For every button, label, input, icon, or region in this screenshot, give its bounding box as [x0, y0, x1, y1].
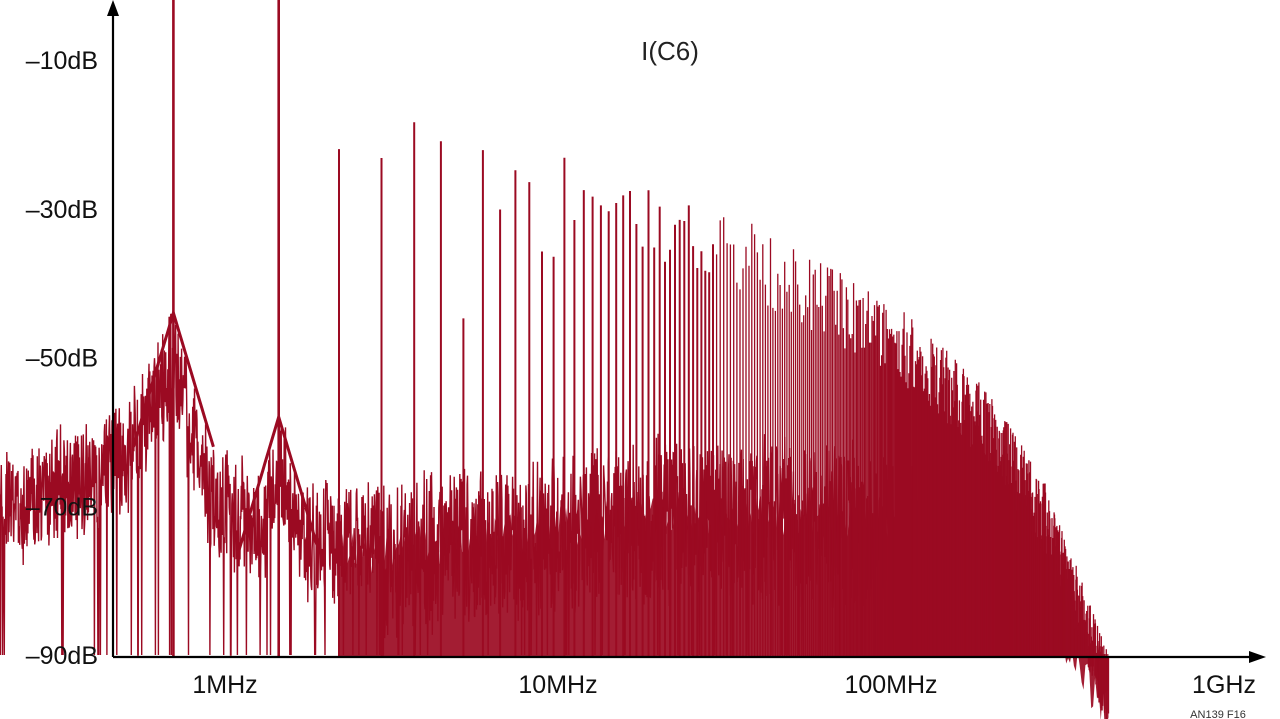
trace-label: I(C6) — [641, 36, 699, 66]
y-tick-label: –10dB — [26, 47, 98, 75]
y-tick-label: –30dB — [26, 196, 98, 224]
x-tick-labels: 1MHz 10MHz 100MHz 1GHz — [192, 671, 1256, 699]
resonance-bump — [237, 411, 321, 552]
x-tick-label: 1MHz — [192, 671, 257, 699]
figure-id: AN139 F16 — [1190, 709, 1246, 719]
x-tick-label: 10MHz — [518, 671, 597, 699]
y-tick-label: –70dB — [26, 493, 98, 521]
axes — [107, 0, 1266, 663]
y-tick-label: –90dB — [26, 642, 98, 670]
x-tick-label: 100MHz — [844, 671, 937, 699]
y-tick-labels: –10dB –30dB –50dB –70dB –90dB — [26, 47, 98, 670]
y-axis-arrow-icon — [107, 0, 119, 16]
resonance-bump — [132, 307, 215, 448]
spectrum-trace-layer — [0, 0, 1110, 719]
y-tick-label: –50dB — [26, 345, 98, 373]
x-axis-arrow-icon — [1249, 651, 1266, 663]
x-tick-label: 1GHz — [1192, 671, 1256, 699]
